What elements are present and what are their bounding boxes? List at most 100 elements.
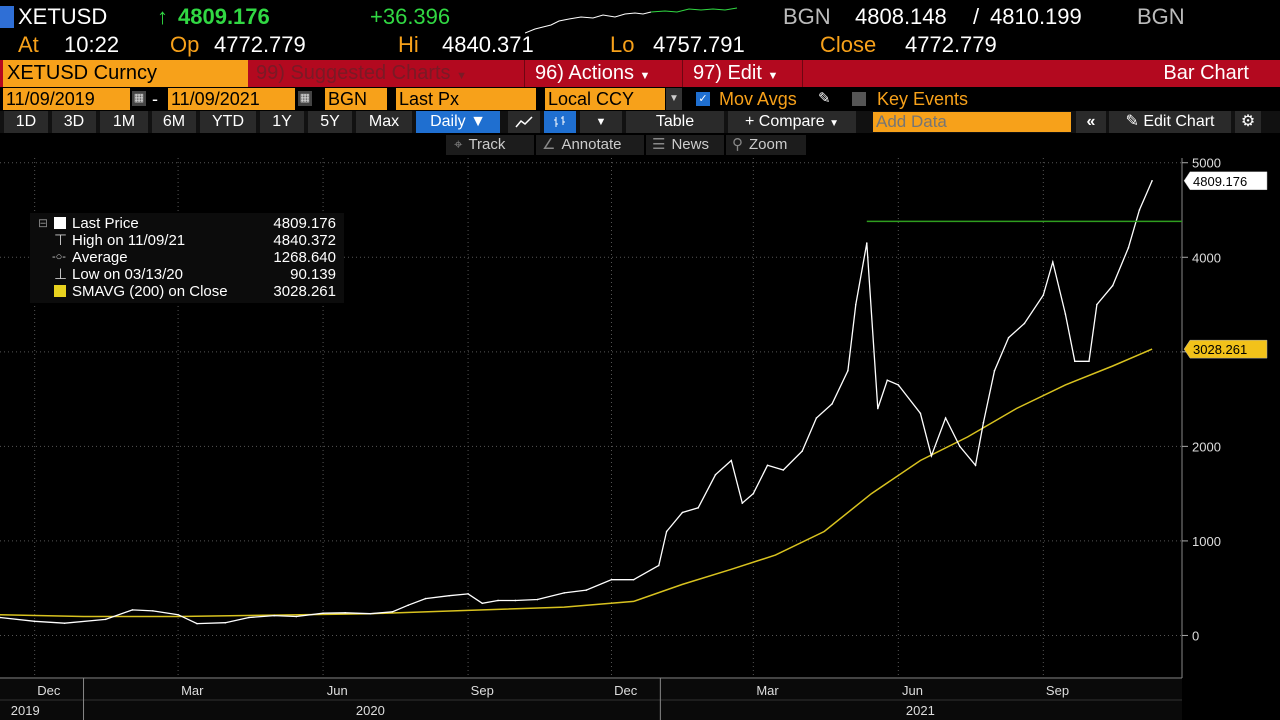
chart-tools-bar: ⌖ Track ∠ Annotate ☰ News ⚲ Zoom: [0, 135, 1280, 155]
menu-bar: XETUSD Curncy 99) Suggested Charts ▼ 96)…: [0, 60, 1280, 87]
period-5y-button[interactable]: 5Y: [308, 111, 352, 133]
collapse-double-chevron-icon[interactable]: «: [1076, 111, 1106, 133]
calendar-icon[interactable]: ▦: [298, 91, 312, 106]
period-6m-button[interactable]: 6M: [152, 111, 196, 133]
price-point: [1088, 360, 1090, 363]
news-icon: ☰: [652, 136, 666, 153]
low-value: 4757.791: [653, 32, 745, 57]
price-point: [295, 615, 298, 618]
price-change: +36.396: [370, 4, 451, 29]
track-button[interactable]: ⌖ Track: [446, 135, 534, 155]
pencil-icon[interactable]: ✎: [818, 90, 831, 107]
edit-menu-button[interactable]: 97) Edit ▼: [682, 60, 798, 87]
news-button[interactable]: ☰ News: [646, 135, 724, 155]
price-point: [657, 564, 660, 567]
high-marker-icon: ⊤: [54, 232, 68, 249]
period-ytd-button[interactable]: YTD: [200, 111, 256, 133]
crosshair-icon: ⌖: [454, 136, 463, 153]
x-month-label: Jun: [327, 683, 348, 698]
calendar-icon[interactable]: ▦: [132, 91, 146, 106]
x-month-label: Sep: [1046, 683, 1069, 698]
caret-down-icon: ▼: [767, 70, 779, 82]
legend-label: Low on 03/13/20: [72, 266, 183, 283]
price-point: [536, 598, 539, 601]
period-3d-button[interactable]: 3D: [52, 111, 96, 133]
open-value: 4772.779: [214, 32, 306, 57]
price-point: [854, 303, 857, 306]
chart-style-dropdown-icon[interactable]: ▼: [580, 111, 622, 133]
close-label: Close: [820, 32, 877, 57]
price-chart[interactable]: 010002000300040005000 DecMarJunSepDecMar…: [0, 158, 1280, 720]
price-point: [1074, 360, 1076, 363]
add-data-input[interactable]: [873, 112, 1071, 132]
period-1m-button[interactable]: 1M: [100, 111, 148, 133]
legend-value: 90.139: [290, 266, 336, 283]
price-field-select[interactable]: Last Px: [396, 88, 536, 110]
compare-button[interactable]: + Compare ▼: [728, 111, 856, 133]
price-point: [741, 502, 744, 504]
currency-select[interactable]: Local CCY: [545, 88, 665, 110]
security-field[interactable]: XETUSD Curncy: [3, 60, 248, 87]
collapse-icon[interactable]: ⊟: [38, 216, 49, 230]
price-point: [585, 589, 588, 591]
edit-chart-label: Edit Chart: [1143, 113, 1215, 130]
price-point: [1127, 247, 1130, 249]
settings-bar: 11/09/2019 ▦ - 11/09/2021 ▦ BGN Last Px …: [0, 88, 1280, 110]
price-point: [563, 592, 566, 594]
legend-value: 3028.261: [273, 283, 336, 300]
legend-value: 4809.176: [273, 215, 336, 232]
price-point: [481, 602, 484, 605]
chart-type-title: Bar Chart: [802, 60, 1249, 87]
price-point: [152, 610, 154, 612]
line-chart-icon[interactable]: [508, 111, 540, 133]
zoom-button[interactable]: ⚲ Zoom: [726, 135, 806, 155]
price-point: [344, 611, 346, 614]
y-tick-label: 5000: [1192, 158, 1221, 171]
legend-label: High on 11/09/21: [72, 232, 186, 249]
news-label: News: [671, 136, 709, 153]
price-point: [33, 620, 36, 623]
start-date-field[interactable]: 11/09/2019: [3, 88, 130, 110]
price-point: [63, 622, 66, 624]
frequency-select[interactable]: Daily ▼: [416, 111, 500, 133]
y-tick-label: 2000: [1192, 439, 1221, 454]
price-point: [322, 612, 324, 615]
price-point: [766, 464, 769, 467]
price-point: [1111, 284, 1114, 287]
table-button[interactable]: Table: [626, 111, 724, 133]
x-year-label: 2021: [906, 703, 935, 718]
gear-icon[interactable]: ⚙: [1235, 111, 1261, 133]
quote-header-row: XETUSD ↑ 4809.176 +36.396 BGN 4808.148 /…: [0, 2, 1280, 34]
period-1d-button[interactable]: 1D: [4, 111, 48, 133]
price-point: [131, 609, 134, 611]
bar-chart-icon[interactable]: [544, 111, 576, 133]
price-point: [177, 613, 179, 616]
key-events-checkbox[interactable]: [852, 92, 866, 106]
edit-chart-button[interactable]: ✎ Edit Chart: [1109, 111, 1231, 133]
date-range-dash: -: [152, 89, 158, 109]
price-point: [407, 604, 409, 606]
price-point: [982, 421, 985, 424]
price-point: [697, 507, 699, 509]
time-value: 10:22: [64, 32, 120, 57]
period-max-button[interactable]: Max: [356, 111, 412, 133]
mov-avgs-checkbox[interactable]: ✓: [696, 92, 710, 106]
actions-menu-button[interactable]: 96) Actions ▼: [524, 60, 680, 87]
annotate-button[interactable]: ∠ Annotate: [536, 135, 644, 155]
price-point: [224, 621, 227, 624]
currency-dropdown-icon[interactable]: ▼: [666, 88, 682, 110]
suggested-charts-button[interactable]: 99) Suggested Charts ▼: [252, 60, 520, 87]
last-price-swatch: [54, 217, 66, 229]
price-point: [919, 412, 922, 415]
end-date-field[interactable]: 11/09/2021: [168, 88, 295, 110]
ticker: XETUSD: [18, 4, 108, 29]
price-point: [273, 614, 276, 617]
period-1y-button[interactable]: 1Y: [260, 111, 304, 133]
price-point: [815, 417, 818, 419]
price-point: [886, 379, 889, 381]
y-tick-label: 4000: [1192, 250, 1221, 265]
compare-label: + Compare: [745, 113, 825, 130]
price-point: [1007, 336, 1010, 339]
source-field[interactable]: BGN: [325, 88, 387, 110]
chart-grid: [0, 158, 1183, 679]
